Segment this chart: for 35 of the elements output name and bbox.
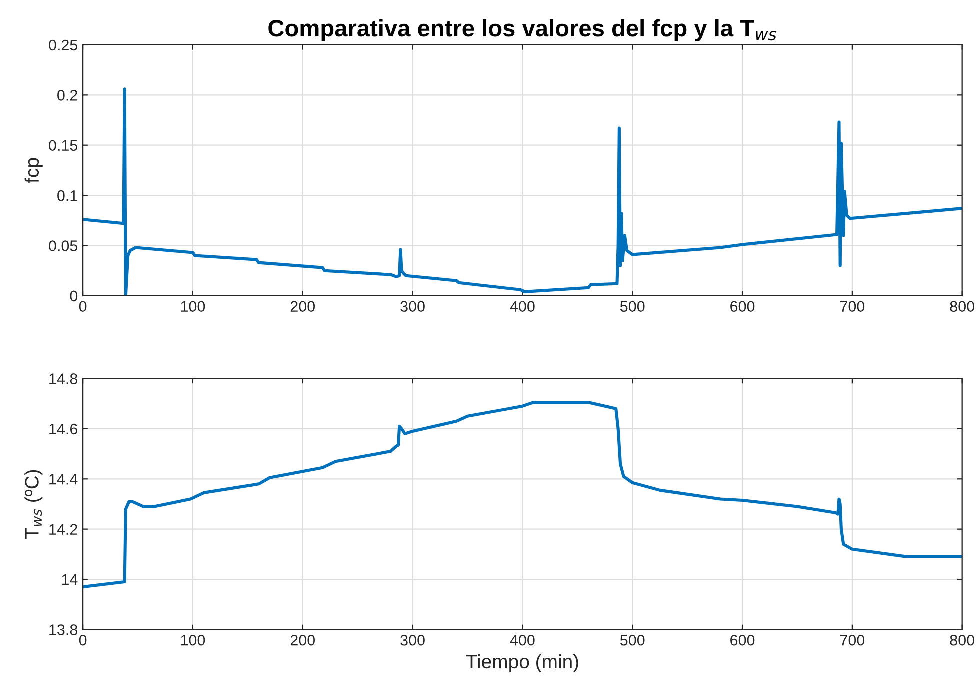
y-tick-label: 0.1 [58,190,78,202]
x-axis-title: Tiempo (min) [466,654,578,673]
x-tick-label: 400 [510,634,535,646]
x-tick-label: 700 [840,634,865,646]
x-tick-label: 0 [79,301,87,312]
y-tick-label: 0.2 [58,90,78,101]
y-tick-label: 14.2 [50,524,78,535]
y-tick-label: 0 [70,290,78,302]
x-tick-label: 800 [950,634,974,646]
y-tick-label: 14.6 [50,424,78,435]
y-tick-label: 14.4 [50,474,78,485]
y-tick-label: 14.8 [50,374,78,384]
x-tick-label: 300 [400,634,425,646]
x-tick-label: 0 [79,634,87,646]
x-tick-label: 500 [620,634,645,646]
x-tick-label: 200 [290,634,316,646]
y-tick-label: 0.05 [49,240,78,252]
x-tick-label: 700 [840,301,865,312]
x-tick-label: 400 [510,301,535,312]
x-tick-label: 600 [730,301,755,312]
x-tick-label: 800 [950,301,974,312]
y-tick-label: 14 [62,574,78,586]
x-tick-label: 100 [181,301,206,312]
y-tick-label: 0.15 [49,140,78,152]
x-tick-label: 300 [400,301,425,312]
x-tick-label: 200 [290,301,316,312]
y-axis-title: fcp [24,158,43,184]
x-tick-label: 600 [730,634,755,646]
y-axis-title: T$_{ws}$ (ºC) [24,470,43,539]
x-tick-label: 500 [620,301,645,312]
x-tick-label: 100 [181,634,206,646]
y-tick-label: 13.8 [50,624,78,636]
chart-title: Comparativa entre los valores del fcp y la T$_{ws}$ [268,19,777,42]
y-tick-label: 0.25 [49,40,78,51]
line-series [83,401,962,589]
